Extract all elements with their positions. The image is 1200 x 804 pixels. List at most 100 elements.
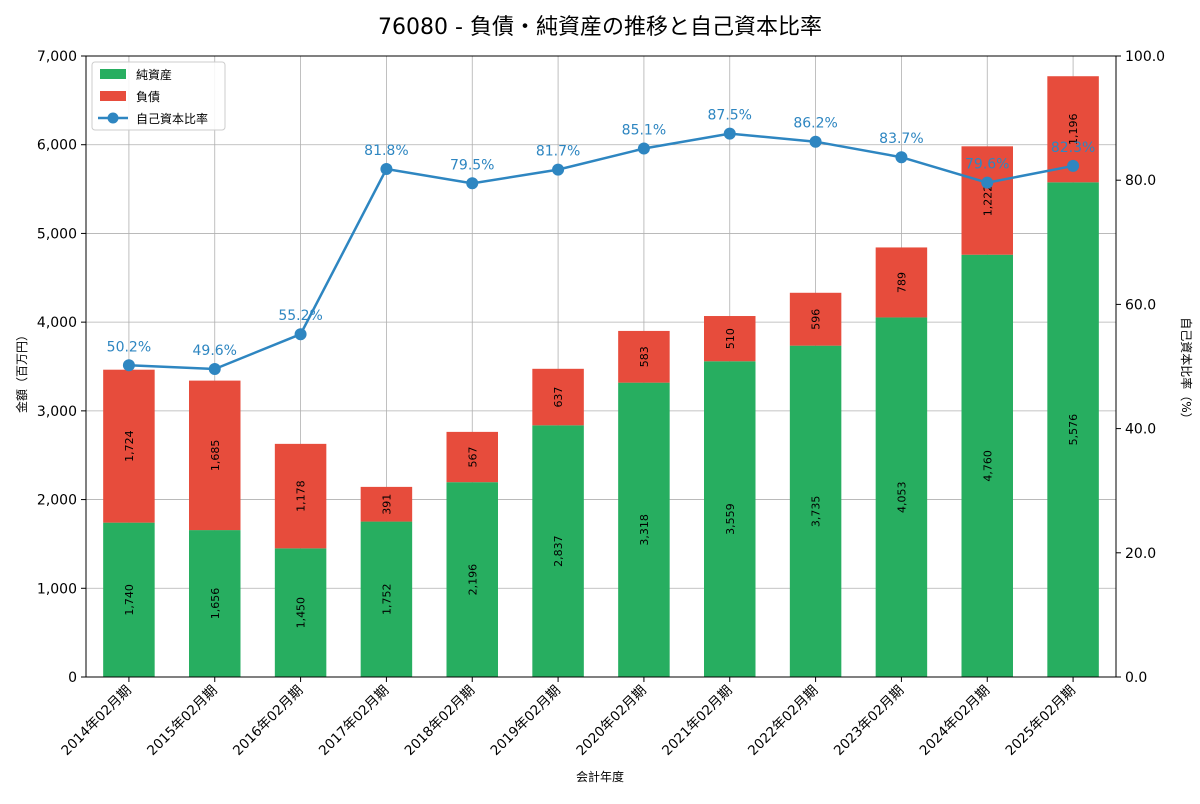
bar-label-net-assets: 2,196 [466, 564, 479, 596]
legend-label-net-assets: 純資産 [136, 67, 172, 82]
bar-net-assets [360, 521, 413, 677]
x-tick-label: 2016年02月期 [230, 683, 306, 759]
ratio-label: 79.6% [965, 157, 1009, 173]
ratio-label: 81.8% [364, 143, 408, 159]
ratio-label: 87.5% [708, 108, 752, 124]
bar-label-liabilities: 1,178 [295, 480, 308, 512]
y-tick-label: 4,000 [37, 315, 77, 331]
ratio-point [981, 176, 994, 189]
bar-net-assets [189, 530, 241, 677]
bar-label-net-assets: 3,735 [810, 496, 823, 527]
bar-liabilities [532, 368, 584, 426]
y2-tick-label: 80.0 [1125, 173, 1156, 189]
bar-label-net-assets: 3,559 [724, 503, 737, 535]
bar-net-assets [789, 345, 842, 677]
bar-net-assets [961, 254, 1013, 677]
x-tick-label: 2023年02月期 [831, 683, 907, 759]
bar-net-assets [532, 425, 584, 677]
bar-net-assets [618, 382, 670, 677]
ratio-point [294, 328, 307, 341]
bar-label-net-assets: 2,837 [552, 535, 565, 567]
x-tick-label: 2015年02月期 [144, 683, 220, 759]
ratio-label: 49.6% [193, 343, 237, 359]
x-tick-label: 2014年02月期 [58, 683, 134, 759]
y-tick-label: 2,000 [37, 493, 77, 509]
x-tick-label: 2025年02月期 [1003, 683, 1079, 759]
x-tick-label: 2017年02月期 [316, 683, 392, 759]
bar-label-liabilities: 789 [895, 272, 908, 293]
y2-tick-label: 20.0 [1125, 546, 1156, 562]
bar-net-assets [704, 361, 756, 677]
x-tick-label: 2018年02月期 [402, 683, 478, 759]
ratio-label: 79.5% [450, 157, 494, 173]
bar-net-assets [103, 522, 155, 677]
ratio-point [895, 151, 908, 164]
ratio-label: 55.2% [278, 308, 322, 324]
bar-label-net-assets: 3,318 [638, 514, 651, 546]
ratio-point [380, 163, 393, 176]
bar-label-net-assets: 1,740 [123, 584, 136, 616]
legend: 純資産 負債 自己資本比率 [91, 61, 226, 131]
ratio-line-path [128, 132, 1074, 371]
y2-tick-label: 100.0 [1125, 49, 1165, 65]
ratio-point [122, 359, 135, 372]
ratio-point [1067, 159, 1080, 172]
legend-swatch-net-assets [100, 69, 126, 79]
bar-label-liabilities: 596 [810, 309, 823, 330]
ratio-point [208, 362, 221, 375]
y2-axis-label: 自己資本比率（%） [1179, 317, 1194, 424]
y-tick-label: 6,000 [37, 138, 77, 154]
legend-marker-equity-ratio [107, 112, 119, 124]
bars: 1,740 1,724 1,656 1,685 1,450 1,178 1,752 391 2,… [103, 76, 1099, 677]
legend-label-liabilities: 負債 [136, 89, 160, 104]
bar-label-liabilities: 637 [552, 387, 565, 408]
x-tick-label: 2020年02月期 [573, 683, 649, 759]
y-tick-label: 0 [68, 670, 77, 686]
bar-liabilities [875, 247, 928, 318]
bar-liabilities [704, 316, 756, 362]
bar-label-liabilities: 1,196 [1067, 114, 1080, 146]
ratio-point [552, 163, 565, 176]
bar-label-liabilities: 1,724 [123, 430, 136, 462]
bar-liabilities [961, 146, 1013, 255]
bar-liabilities [446, 431, 498, 483]
bar-label-liabilities: 1,685 [209, 440, 222, 472]
bar-net-assets [274, 548, 327, 677]
y-axis-label: 金額（百万円） [14, 329, 29, 413]
y-tick-label: 5,000 [37, 226, 77, 242]
ratio-point [466, 177, 479, 190]
ratio-label: 82.3% [1051, 140, 1095, 156]
bar-liabilities [103, 369, 155, 523]
bar-label-net-assets: 5,576 [1067, 414, 1080, 446]
x-axis-label: 会計年度 [576, 769, 624, 784]
ratio-line: 50.2% 49.6% 55.2% 81.8% 79.5% 81.7% 85.1% 87.5%… [107, 108, 1095, 375]
x-tick-label: 2019年02月期 [488, 683, 564, 759]
bar-label-liabilities: 567 [466, 447, 479, 468]
chart-title: 76080 - 負債・純資産の推移と自己資本比率 [378, 15, 822, 40]
bar-label-liabilities: 391 [380, 494, 393, 515]
bar-liabilities [360, 486, 413, 522]
ratio-label: 50.2% [107, 339, 151, 355]
bar-label-net-assets: 4,760 [981, 450, 994, 482]
plot-frame [85, 55, 1117, 678]
ratio-label: 83.7% [879, 131, 923, 147]
bar-label-net-assets: 1,450 [295, 597, 308, 629]
bar-net-assets [446, 482, 498, 677]
x-tick-label: 2022年02月期 [745, 683, 821, 759]
y-tick-label: 7,000 [37, 49, 77, 65]
bar-label-liabilities: 510 [724, 328, 737, 349]
ratio-point [723, 127, 736, 140]
bar-liabilities [789, 292, 842, 346]
ratio-point [637, 142, 650, 155]
legend-label-equity-ratio: 自己資本比率 [136, 111, 208, 126]
ratio-label: 81.7% [536, 144, 580, 160]
y2-tick-label: 40.0 [1125, 422, 1156, 438]
ratio-label: 86.2% [793, 116, 837, 132]
x-tick-label: 2024年02月期 [917, 683, 993, 759]
bar-net-assets [1047, 182, 1099, 677]
bar-net-assets [875, 317, 928, 677]
y2-tick-label: 60.0 [1125, 297, 1156, 313]
y-tick-label: 3,000 [37, 404, 77, 420]
